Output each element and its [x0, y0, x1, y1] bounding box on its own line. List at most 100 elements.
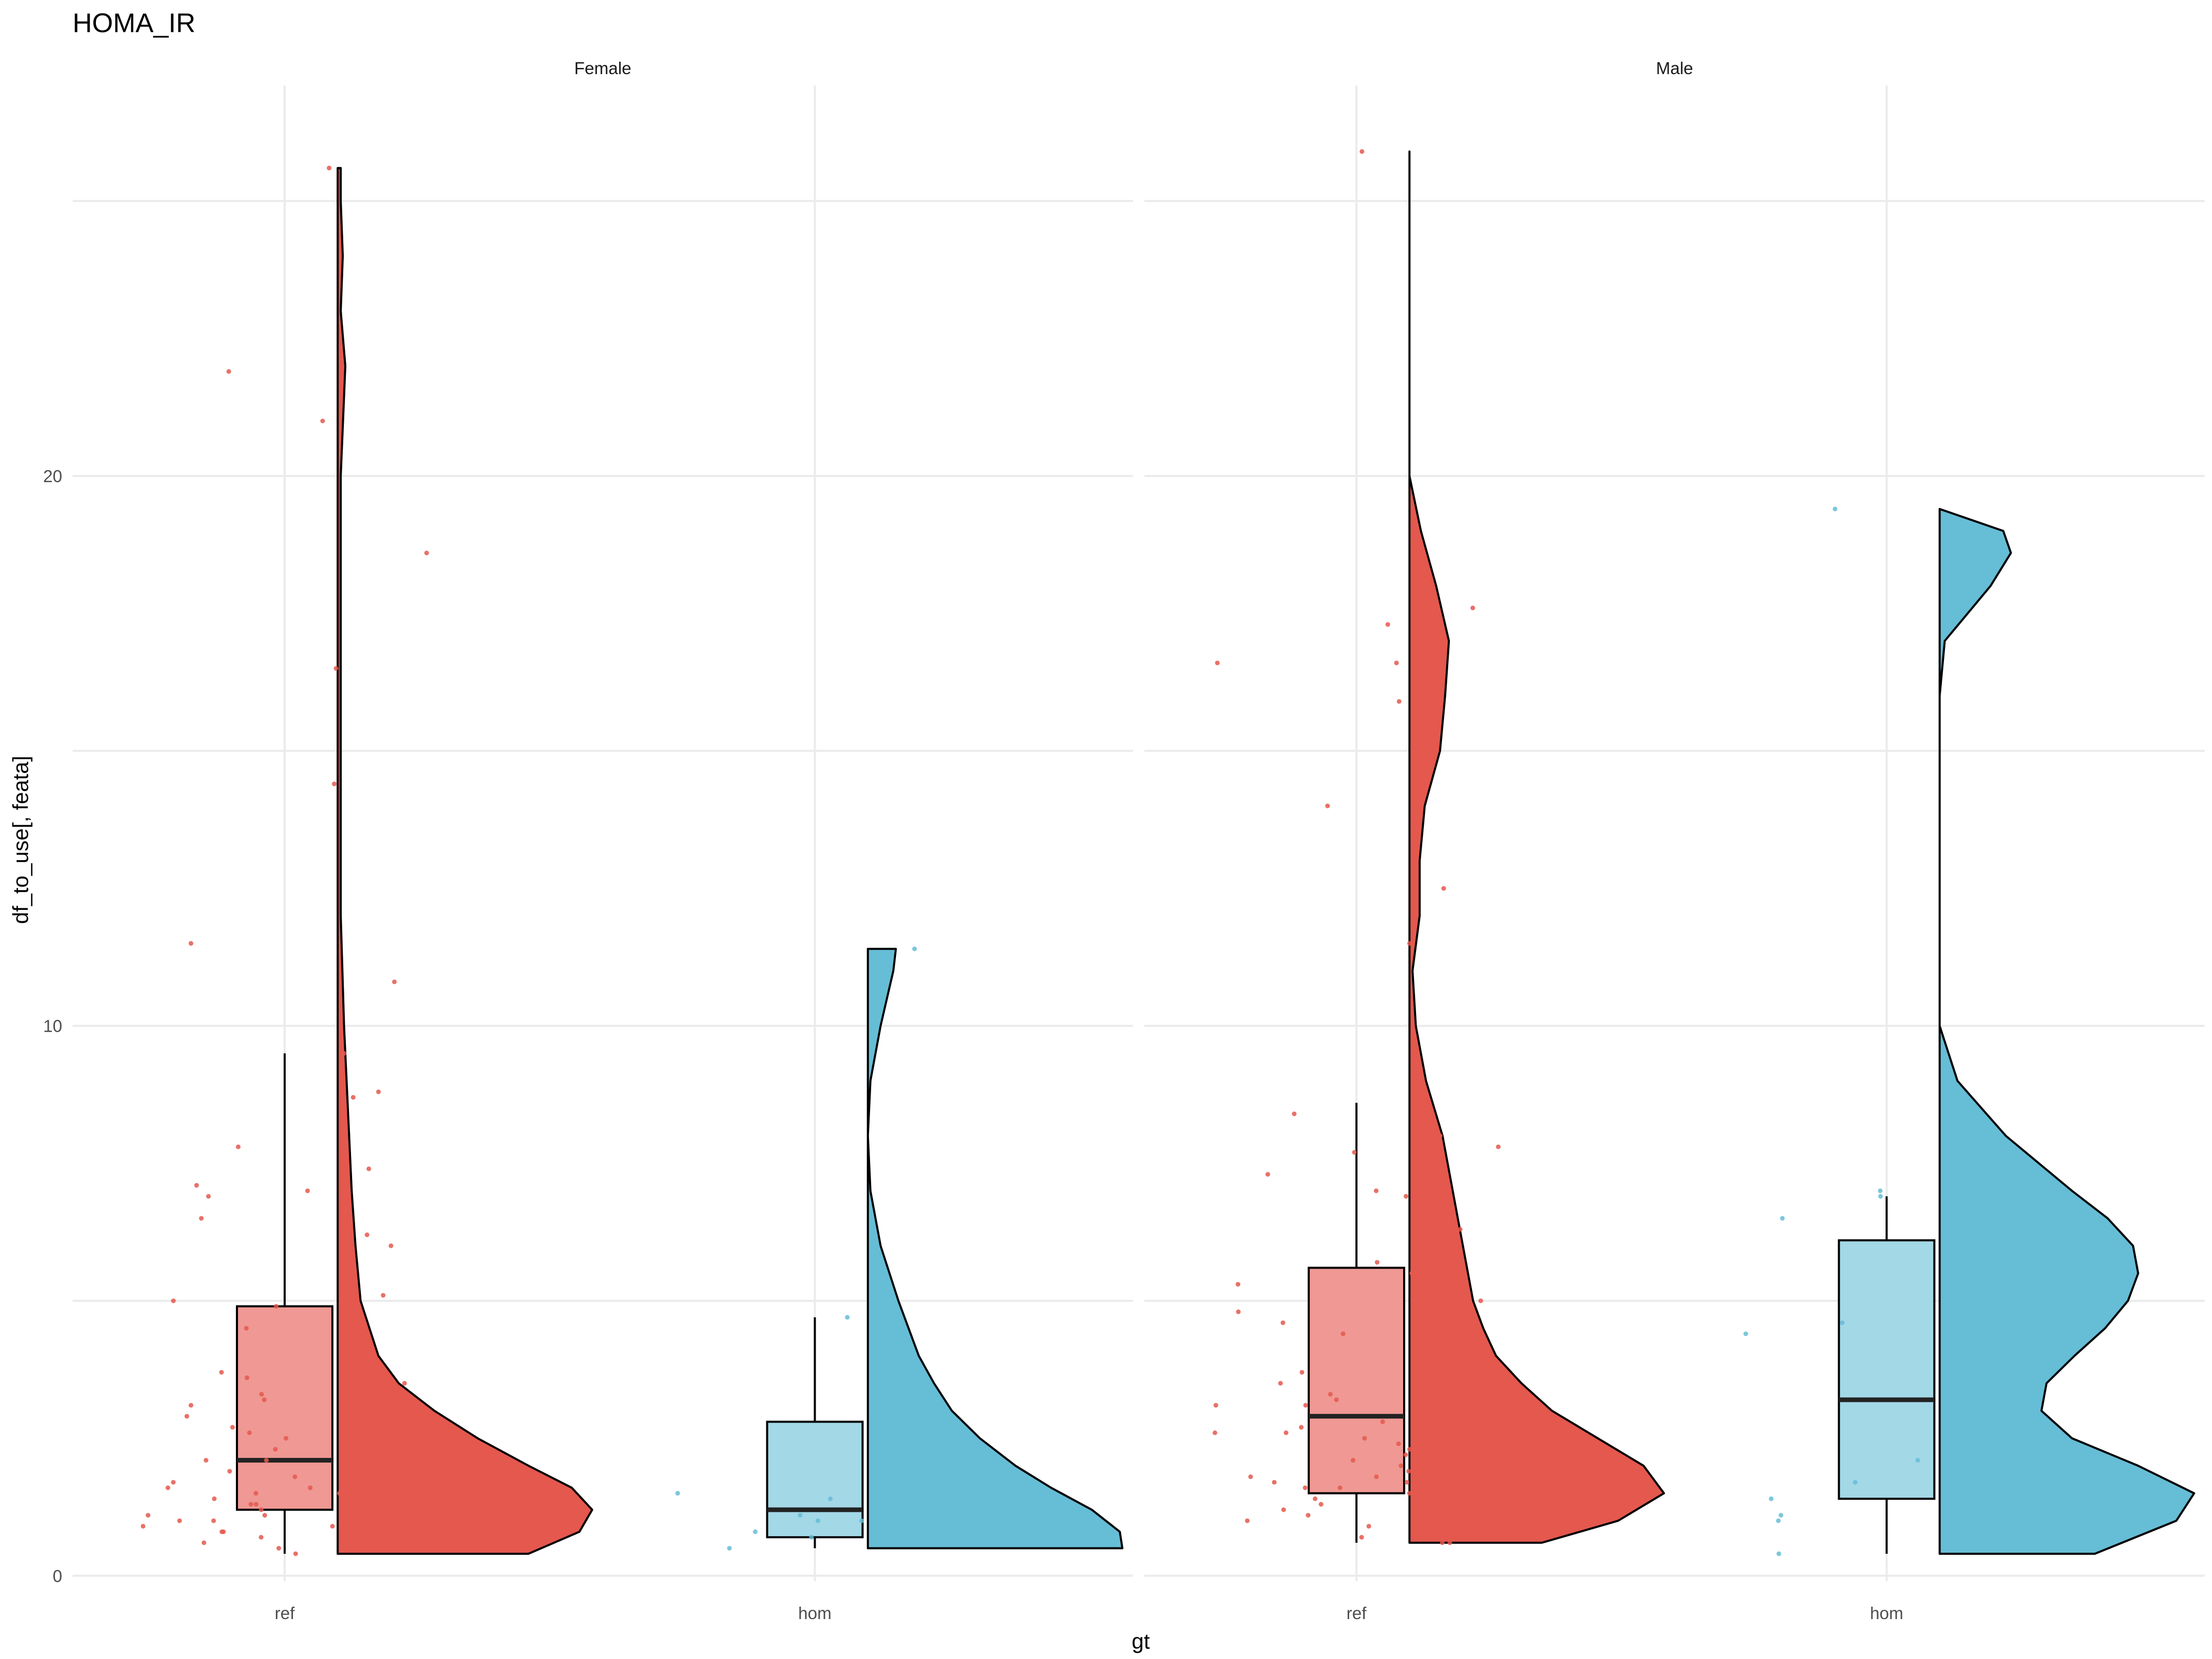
- data-point: [389, 1463, 394, 1468]
- data-point: [230, 1425, 235, 1430]
- data-point: [1385, 622, 1390, 627]
- data-point: [1878, 1194, 1883, 1199]
- data-point: [171, 1298, 176, 1303]
- x-tick-label-ref: ref: [1347, 1604, 1367, 1623]
- data-point: [341, 1051, 346, 1056]
- data-point: [1280, 1320, 1285, 1325]
- data-point: [388, 1386, 394, 1391]
- data-point: [1457, 1375, 1462, 1381]
- facet-label-female: Female: [574, 59, 631, 78]
- data-point: [1265, 1172, 1270, 1177]
- data-point: [1398, 1463, 1404, 1468]
- box-hom: [1838, 1239, 1936, 1500]
- data-point: [235, 1144, 241, 1149]
- data-point: [1215, 660, 1220, 666]
- data-point: [305, 1188, 310, 1193]
- data-point: [1380, 1419, 1385, 1424]
- y-axis-label: df_to_use[, feata]: [8, 756, 33, 924]
- data-point: [1396, 1441, 1401, 1446]
- data-point: [283, 1436, 288, 1441]
- data-point: [1334, 1397, 1339, 1402]
- data-point: [381, 1292, 386, 1298]
- data-point: [333, 666, 339, 671]
- data-point: [809, 1535, 814, 1540]
- data-point: [1312, 1496, 1318, 1501]
- data-point: [1769, 1496, 1774, 1501]
- data-point: [1396, 699, 1402, 704]
- data-point: [1236, 1309, 1241, 1314]
- data-point: [376, 1089, 381, 1094]
- data-point: [381, 1474, 386, 1479]
- data-point: [188, 1403, 193, 1408]
- data-point: [212, 1496, 217, 1501]
- data-point: [355, 1452, 360, 1457]
- data-point: [1438, 1414, 1443, 1419]
- panels-layer: Female ref hom Male ref hom: [141, 59, 2195, 1623]
- data-point: [392, 979, 397, 985]
- data-point: [171, 1480, 176, 1485]
- data-point: [146, 1513, 151, 1518]
- data-point: [292, 1474, 298, 1479]
- data-point: [417, 1441, 423, 1446]
- data-point: [254, 1491, 259, 1496]
- data-point: [337, 1491, 342, 1496]
- data-point: [1496, 1419, 1502, 1424]
- data-point: [254, 1502, 259, 1507]
- data-point: [373, 1463, 379, 1468]
- data-point: [206, 1194, 211, 1199]
- data-point: [374, 1397, 379, 1402]
- data-point: [1248, 1474, 1253, 1479]
- data-point: [1470, 606, 1475, 611]
- data-point: [1299, 1370, 1305, 1375]
- data-point: [1496, 1144, 1501, 1149]
- data-point: [859, 1518, 864, 1523]
- data-point: [1328, 1391, 1333, 1397]
- data-point: [388, 1243, 394, 1248]
- data-point: [201, 1540, 206, 1545]
- data-point: [184, 1414, 189, 1419]
- data-point: [1340, 1331, 1346, 1337]
- data-point: [1244, 1518, 1250, 1523]
- data-point: [262, 1397, 267, 1402]
- box-ref: [1307, 1267, 1406, 1495]
- data-point: [1360, 149, 1365, 154]
- box-ref: [235, 1305, 334, 1511]
- data-point: [264, 1458, 269, 1463]
- data-point: [1352, 1150, 1357, 1155]
- x-tick-label-ref: ref: [275, 1604, 295, 1623]
- data-point: [828, 1496, 833, 1501]
- data-point: [1409, 1271, 1415, 1276]
- data-point: [1407, 1446, 1412, 1452]
- data-point: [1447, 1414, 1452, 1419]
- panel-male: Male ref hom: [1212, 59, 2195, 1623]
- data-point: [165, 1485, 171, 1491]
- data-point: [1776, 1551, 1782, 1556]
- data-point: [1306, 1513, 1311, 1518]
- data-point: [1359, 1535, 1364, 1540]
- data-point: [1458, 1227, 1463, 1232]
- data-point: [244, 1375, 249, 1381]
- data-point: [1779, 1513, 1784, 1518]
- data-point: [199, 1216, 204, 1221]
- data-point: [1474, 1469, 1479, 1474]
- data-point: [1407, 941, 1412, 946]
- data-point: [366, 1166, 371, 1172]
- data-point: [211, 1518, 216, 1523]
- data-point: [194, 1183, 199, 1188]
- data-point: [262, 1513, 268, 1518]
- data-point: [942, 1540, 947, 1545]
- data-point: [1325, 803, 1330, 808]
- violin-ref: [1408, 150, 1665, 1544]
- data-point: [259, 1507, 264, 1512]
- data-point: [1303, 1485, 1308, 1491]
- group-female-ref: ref: [141, 165, 594, 1623]
- data-point: [912, 946, 917, 951]
- data-point: [1292, 1111, 1297, 1116]
- data-point: [1374, 1474, 1379, 1479]
- data-point: [274, 1304, 279, 1309]
- data-point: [1413, 1408, 1419, 1413]
- group-male-ref: ref: [1212, 149, 1665, 1623]
- violin-ref: [337, 167, 594, 1555]
- data-point: [1995, 1287, 2000, 1292]
